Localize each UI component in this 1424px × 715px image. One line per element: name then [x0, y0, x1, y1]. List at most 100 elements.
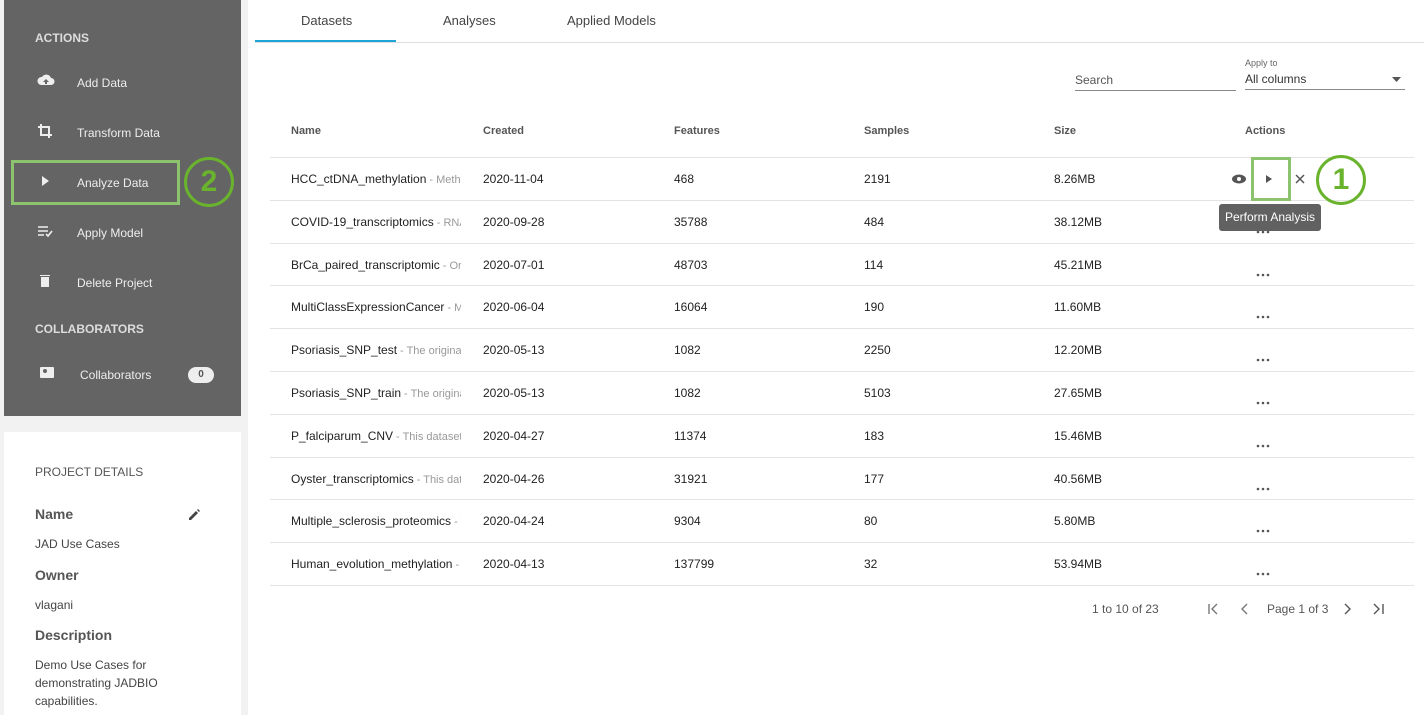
samples-cell: 177	[864, 471, 885, 486]
column-header: Features	[674, 125, 720, 137]
icon	[38, 226, 53, 238]
collaborators-heading: COLLABORATORS	[35, 322, 144, 336]
collaborators-link[interactable]: Collaborators	[80, 368, 152, 382]
table-row[interactable]: Multiple_sclerosis_proteomics- T 2020-04-…	[270, 499, 1414, 542]
features-cell: 1082	[674, 386, 701, 400]
row-menu[interactable]	[1256, 221, 1270, 239]
table-row[interactable]: HCC_ctDNA_methylation- Methyl 2020-11-04 4…	[270, 157, 1414, 200]
row-menu[interactable]	[1256, 563, 1270, 581]
project-name: JAD Use Cases	[35, 537, 120, 551]
samples-cell: 2250	[864, 343, 891, 358]
row-menu[interactable]	[1256, 478, 1270, 496]
features-cell: 11374	[674, 428, 707, 443]
features-cell: 48703	[674, 257, 708, 272]
created-cell: 2020-04-26	[483, 471, 545, 486]
size-cell: 5.80MB	[1054, 514, 1096, 529]
row-actions[interactable]	[1230, 171, 1310, 192]
dataset-description: - Methyl	[429, 174, 461, 186]
samples-cell: 190	[864, 300, 885, 315]
dataset-name: COVID-19_transcriptomics	[291, 214, 434, 229]
table-row[interactable]: MultiClassExpressionCancer- Mu 2020-06-04…	[270, 285, 1414, 328]
name-cell: Human_evolution_methylation- T	[291, 557, 461, 571]
action-link[interactable]: Apply Model	[77, 226, 144, 240]
search-placeholder: Search	[1075, 73, 1114, 87]
more-icon	[1256, 230, 1270, 234]
created-cell: 2020-04-27	[483, 428, 545, 443]
created-cell: 2020-09-28	[483, 214, 545, 229]
row-menu[interactable]	[1256, 435, 1270, 453]
action-link[interactable]: Delete Project	[77, 276, 153, 290]
created-cell: 2020-05-13	[483, 386, 545, 400]
dropdown-arrow	[1392, 77, 1401, 82]
dataset-description: - Mu	[447, 302, 461, 315]
name-cell: Psoriasis_SNP_test- The original I	[291, 343, 461, 357]
table-row[interactable]: COVID-19_transcriptomics- RNA- 2020-09-28…	[270, 199, 1414, 243]
details-heading: PROJECT DETAILS	[35, 465, 144, 479]
action-link[interactable]: Add Data	[77, 76, 128, 90]
features-cell: 1082	[674, 343, 701, 358]
name-label: Name	[35, 506, 74, 522]
action-icon	[37, 73, 55, 94]
icon	[40, 275, 50, 287]
name-cell: Psoriasis_SNP_train- The original	[291, 386, 461, 400]
dataset-description: - The original I	[400, 345, 461, 358]
dataset-name: P_falciparum_CNV	[291, 428, 394, 443]
more-icon	[1256, 358, 1270, 362]
highlight-box	[1251, 157, 1291, 201]
description: Demo Use Cases for demonstrating JADBIO …	[35, 658, 158, 708]
pagination-controls[interactable]	[1208, 603, 1388, 615]
row-menu[interactable]	[1256, 520, 1270, 538]
action-icons[interactable]	[1230, 171, 1310, 187]
table-row[interactable]: Oyster_transcriptomics- This data 2020-04…	[270, 456, 1414, 500]
table-row[interactable]: Psoriasis_SNP_test- The original I 2020-0…	[270, 328, 1414, 371]
search-field[interactable]: Search	[1075, 73, 1236, 91]
actions-heading: ACTIONS	[35, 31, 89, 45]
created-cell: 2020-04-24	[483, 514, 545, 529]
size-cell: 8.26MB	[1054, 172, 1096, 186]
features-cell: 9304	[674, 514, 701, 529]
table-row[interactable]: Human_evolution_methylation- T 2020-04-13…	[270, 542, 1414, 585]
dataset-description: - RNA-	[436, 216, 461, 229]
apply-to-value: All columns	[1245, 72, 1307, 86]
dataset-name: Psoriasis_SNP_test	[291, 343, 398, 358]
size-cell: 12.20MB	[1054, 343, 1103, 358]
table-row[interactable]: Psoriasis_SNP_train- The original 2020-05…	[270, 371, 1414, 414]
column-header: Actions	[1245, 125, 1286, 137]
more-icon	[1256, 401, 1270, 405]
tab[interactable]: Applied Models	[567, 13, 656, 28]
action-link[interactable]: Analyze Data	[77, 176, 149, 190]
apply-to-label: Apply to	[1245, 58, 1278, 68]
samples-cell: 2191	[864, 172, 891, 186]
more-icon	[1256, 487, 1270, 490]
name-cell: MultiClassExpressionCancer- Mu	[291, 300, 461, 314]
tab[interactable]: Datasets	[301, 13, 353, 28]
apply-to-select[interactable]: All columns	[1245, 72, 1405, 90]
table-row[interactable]: P_falciparum_CNV- This dataset c 2020-04-…	[270, 413, 1414, 457]
row-menu[interactable]	[1256, 264, 1270, 282]
dataset-description: - This data	[416, 473, 461, 486]
action-link[interactable]: Transform Data	[77, 126, 160, 140]
edit-icon[interactable]	[187, 508, 201, 522]
table-row[interactable]: BrCa_paired_transcriptomic- Orig 2020-07-…	[270, 242, 1414, 286]
pagination-page: Page 1 of 3	[1267, 602, 1329, 616]
column-header: Created	[483, 125, 524, 137]
row-menu[interactable]	[1256, 392, 1270, 410]
samples-cell: 80	[864, 514, 878, 529]
name-cell: Oyster_transcriptomics- This data	[291, 472, 461, 486]
dataset-name: BrCa_paired_transcriptomic	[291, 257, 440, 272]
sidebar: ACTIONS Add Data Transform Data Analyze Da…	[4, 0, 241, 416]
row-menu[interactable]	[1256, 349, 1270, 367]
samples-cell: 32	[864, 557, 878, 572]
features-cell: 31921	[674, 471, 708, 486]
tab[interactable]: Analyses	[443, 13, 496, 28]
created-cell: 2020-06-04	[483, 300, 545, 315]
icon	[42, 176, 49, 186]
row-menu[interactable]	[1256, 306, 1270, 324]
action-icon	[37, 123, 55, 144]
column-header: Name	[291, 125, 321, 137]
dataset-name: Oyster_transcriptomics	[291, 471, 414, 486]
samples-cell: 114	[864, 257, 884, 272]
created-cell: 2020-11-04	[483, 172, 544, 186]
column-header: Size	[1054, 125, 1077, 137]
features-cell: 16064	[674, 300, 708, 315]
